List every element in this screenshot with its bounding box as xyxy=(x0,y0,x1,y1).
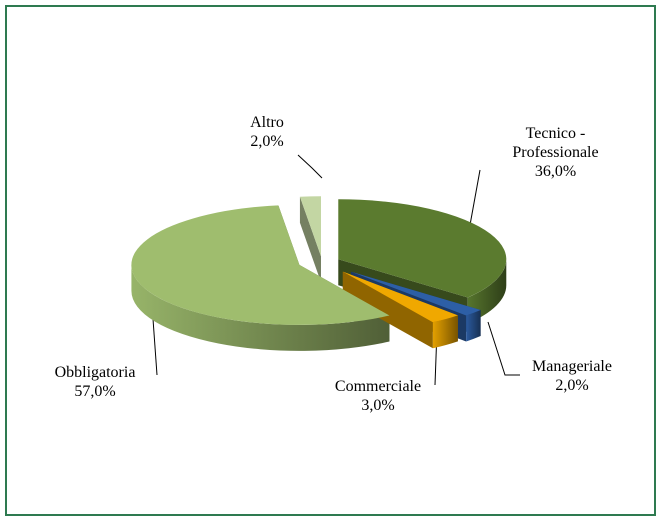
slice-side xyxy=(131,264,390,351)
slice-wall xyxy=(342,271,433,349)
slice-side xyxy=(432,315,458,349)
value-label: 2,0% xyxy=(555,377,589,394)
category-label: Obbligatoria xyxy=(54,364,136,381)
slice-label: Obbligatoria 57,0% xyxy=(30,363,160,401)
category-label: Manageriale xyxy=(532,358,612,375)
slice-side xyxy=(466,310,481,342)
value-label: 2,0% xyxy=(250,133,284,150)
slice-label: Commerciale 3,0% xyxy=(318,377,438,415)
pie-slice xyxy=(342,271,458,323)
slice-label: Manageriale 2,0% xyxy=(512,357,632,395)
slice-tops xyxy=(131,196,507,325)
value-label: 36,0% xyxy=(534,163,577,180)
pie-slice xyxy=(131,205,390,325)
pie-slice xyxy=(351,271,481,316)
category-label: Tecnico - Professionale xyxy=(512,125,599,161)
slice-side xyxy=(467,259,507,324)
value-label: 57,0% xyxy=(74,383,116,400)
slice-wall xyxy=(299,196,321,283)
leader-line xyxy=(297,154,323,179)
slice-label: Tecnico - Professionale 36,0% xyxy=(498,124,613,181)
value-label: 3,0% xyxy=(361,397,395,414)
chart-frame xyxy=(5,5,656,516)
category-label: Altro xyxy=(250,114,284,131)
leader-line xyxy=(487,321,520,376)
slice-label: Altro 2,0% xyxy=(222,113,312,151)
leader-line xyxy=(469,169,481,226)
category-label: Commerciale xyxy=(334,378,422,395)
pie-slice xyxy=(299,196,321,257)
pie-slice xyxy=(338,199,507,298)
